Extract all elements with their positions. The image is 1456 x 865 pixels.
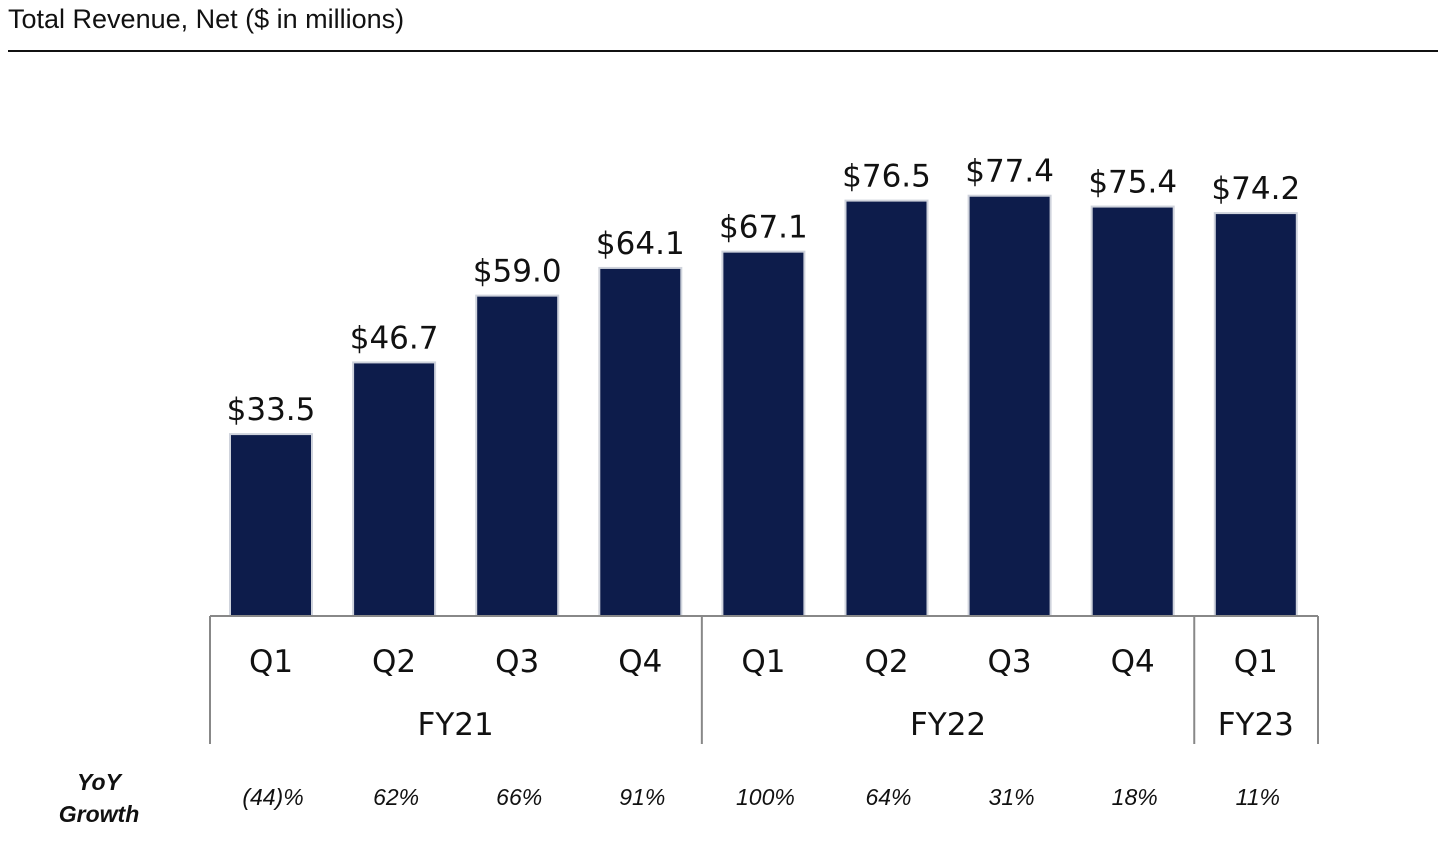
fiscal-year-label: FY23 — [1218, 707, 1294, 743]
quarter-tick-label: Q1 — [1234, 644, 1278, 680]
fiscal-year-labels: FY21 FY22 FY23 — [418, 707, 1294, 743]
quarter-tick-label: Q3 — [495, 644, 539, 680]
quarter-tick-label: Q2 — [372, 644, 416, 680]
bar-value-label: $59.0 — [473, 254, 562, 290]
yoy-growth-value: 62% — [373, 784, 419, 810]
bar-q1-0 — [229, 433, 313, 617]
yoy-growth-header: Growth — [59, 801, 140, 827]
yoy-growth-value: (44)% — [242, 784, 303, 810]
bar-value-label: $46.7 — [350, 320, 439, 356]
value-labels: $33.5 $46.7 $59.0 $64.1 $67.1 $76.5 $77.4 $75.4… — [227, 154, 1301, 428]
bar-q4-3 — [598, 266, 683, 617]
bar-q4-7 — [1090, 205, 1175, 617]
fiscal-year-label: FY21 — [418, 707, 494, 743]
quarter-tick-label: Q1 — [249, 644, 293, 680]
bar-q3-6 — [967, 194, 1052, 618]
quarter-tick-label: Q4 — [618, 644, 662, 680]
yoy-growth-header: YoY — [77, 769, 124, 795]
yoy-growth-row: (44)% 62% 66% 91% 100% 64% 31% 18% 11% YoY Growth — [59, 769, 1280, 827]
quarter-tick-label: Q4 — [1111, 644, 1155, 680]
bar-value-label: $67.1 — [719, 210, 808, 246]
bar-q2-5 — [844, 199, 929, 617]
yoy-growth-value: 11% — [1236, 784, 1280, 810]
bar-value-label: $75.4 — [1088, 165, 1177, 201]
fiscal-year-label: FY22 — [910, 707, 986, 743]
bar-value-label: $77.4 — [965, 154, 1054, 190]
category-axis — [209, 615, 1319, 744]
bar-value-label: $33.5 — [227, 392, 316, 428]
title-divider — [8, 50, 1438, 52]
quarter-labels: Q1 Q2 Q3 Q4 Q1 Q2 Q3 Q4 Q1 — [249, 644, 1278, 680]
yoy-growth-value: 31% — [989, 784, 1035, 810]
yoy-growth-value: 18% — [1112, 784, 1158, 810]
chart-title: Total Revenue, Net ($ in millions) — [8, 4, 405, 34]
bar-q1-8 — [1213, 212, 1298, 617]
bar-value-label: $74.2 — [1211, 171, 1300, 207]
yoy-growth-value: 100% — [736, 784, 795, 810]
quarter-tick-label: Q2 — [864, 644, 908, 680]
bar-q2-1 — [352, 361, 437, 617]
quarter-tick-label: Q1 — [741, 644, 785, 680]
bar-q3-2 — [475, 294, 560, 617]
yoy-growth-value: 66% — [496, 784, 542, 810]
quarter-tick-label: Q3 — [988, 644, 1032, 680]
bars — [229, 194, 1298, 618]
yoy-growth-value: 64% — [865, 784, 911, 810]
bar-q1-4 — [721, 250, 806, 617]
bar-value-label: $76.5 — [842, 159, 931, 195]
bar-value-label: $64.1 — [596, 226, 685, 262]
yoy-growth-value: 91% — [619, 784, 665, 810]
